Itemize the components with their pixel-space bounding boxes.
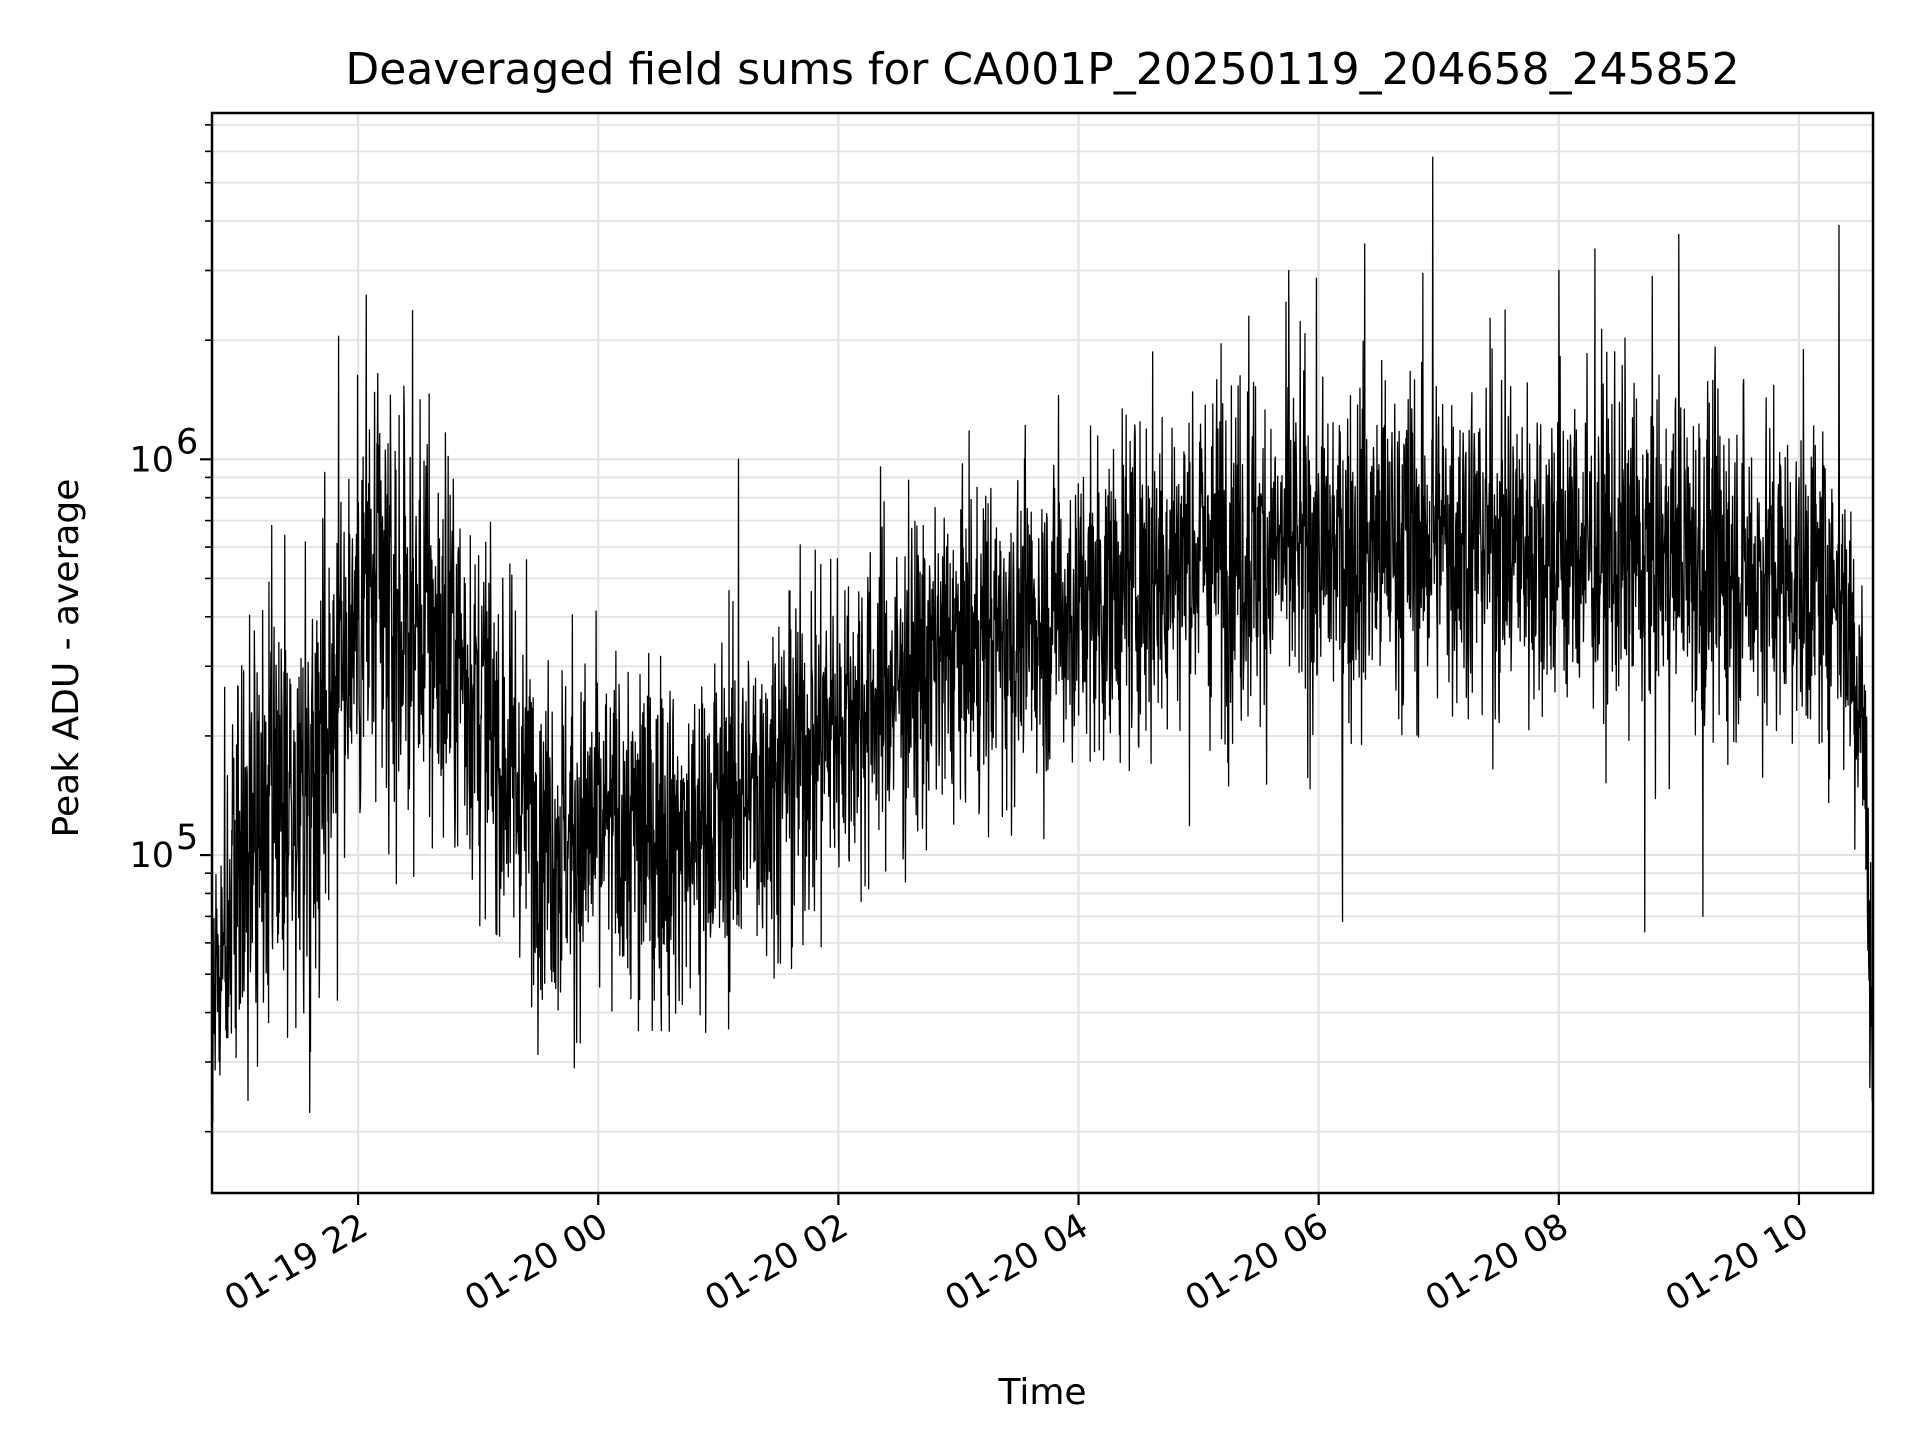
series-line [211, 156, 1874, 1171]
x-axis-title: Time [997, 1372, 1086, 1413]
y-tick-exponent: 6 [176, 422, 198, 462]
y-tick-label: 10 [129, 440, 174, 480]
plot-frame [210, 111, 1875, 1195]
y-tick-exponent: 5 [176, 818, 198, 858]
chart-title: Deaveraged field sums for CA001P_2025011… [345, 44, 1739, 95]
y-axis-title: Peak ADU - average [46, 479, 87, 838]
data-series [211, 156, 1874, 1171]
y-tick-label: 10 [129, 836, 174, 876]
